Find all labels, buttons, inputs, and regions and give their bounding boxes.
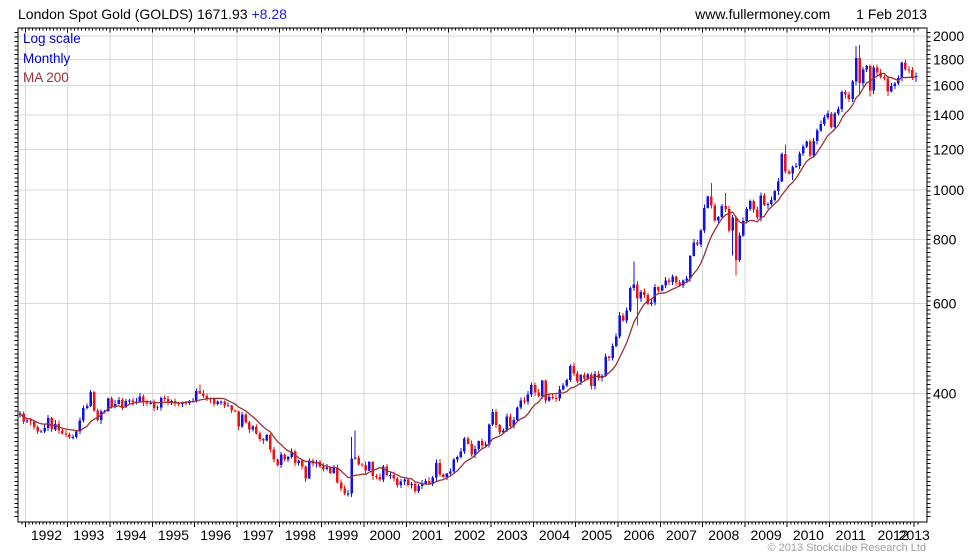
x-tick-label: 2001 [412, 527, 443, 543]
site-url: www.fullermoney.com [695, 6, 831, 22]
x-tick-label: 2002 [454, 527, 485, 543]
x-tick-label: 2005 [581, 527, 612, 543]
x-axis-labels: 1992 1993 1994 1995 1996 1997 1998 1999 2000 2001… [31, 527, 930, 543]
x-tick-label: 2000 [370, 527, 401, 543]
x-tick-label: 1996 [200, 527, 231, 543]
x-tick-label: 1995 [158, 527, 189, 543]
y-tick-label: 600 [933, 296, 957, 312]
legend-log-scale: Log scale [23, 31, 81, 46]
x-tick-label: 1993 [73, 527, 104, 543]
x-tick-label: 2009 [751, 527, 782, 543]
price-change: +8.28 [251, 6, 287, 22]
y-tick-label: 1200 [933, 141, 964, 157]
gridlines [18, 28, 927, 522]
y-tick-label: 1400 [933, 107, 964, 123]
x-tick-label: 2012 [877, 527, 908, 543]
x-tick-label: 2008 [708, 527, 739, 543]
x-tick-label: 2013 [899, 527, 930, 543]
x-tick-label: 1997 [243, 527, 274, 543]
x-tick-label: 1992 [31, 527, 62, 543]
x-tick-label: 2011 [836, 527, 866, 543]
x-tick-label: 2006 [624, 527, 655, 543]
x-tick-label: 2007 [666, 527, 697, 543]
ma-200-line [19, 72, 917, 485]
x-tick-label: 2010 [793, 527, 824, 543]
y-tick-label: 1000 [933, 182, 964, 198]
legend-interval: Monthly [23, 50, 71, 66]
x-tick-label: 1994 [116, 527, 147, 543]
legend-ma-200: MA 200 [23, 70, 69, 85]
copyright-notice: © 2013 Stockcube Research Ltd [767, 542, 926, 554]
axis-ticks [14, 28, 931, 527]
y-tick-label: 1600 [933, 78, 964, 94]
x-tick-label: 1999 [327, 527, 358, 543]
header-right: www.fullermoney.com 1 Feb 2013 [695, 6, 927, 22]
x-tick-label: 2004 [539, 527, 570, 543]
x-tick-label: 2003 [497, 527, 528, 543]
x-tick-label: 1998 [285, 527, 316, 543]
y-tick-label: 400 [933, 386, 957, 402]
candles [18, 44, 918, 497]
y-tick-label: 2000 [933, 28, 964, 44]
chart-title: London Spot Gold (GOLDS) 1671.93 +8.28 [18, 6, 287, 22]
date-label: 1 Feb 2013 [856, 6, 927, 22]
chart-legend: Log scale Monthly MA 200 [23, 29, 81, 88]
instrument-and-price: London Spot Gold (GOLDS) 1671.93 [18, 6, 248, 22]
y-tick-label: 800 [933, 232, 957, 248]
y-axis-labels: 2000 1800 1600 1400 1200 1000 800 600 400 [933, 28, 964, 402]
y-tick-label: 1800 [933, 51, 964, 67]
